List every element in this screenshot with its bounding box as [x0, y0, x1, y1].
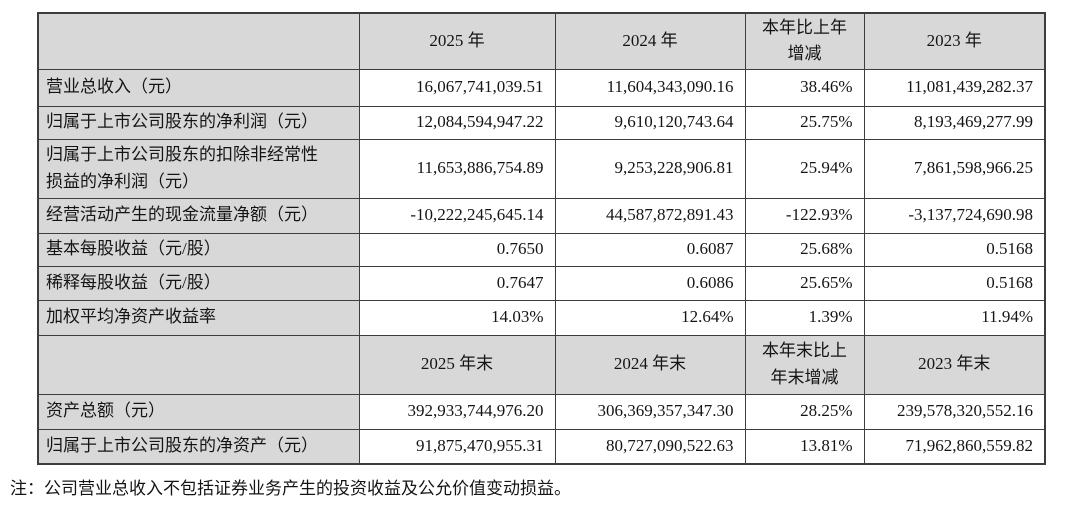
cell-value: 25.94% — [744, 138, 865, 199]
cell-value: 11,081,439,282.37 — [863, 68, 1046, 107]
cell-value: 392,933,744,976.20 — [358, 393, 556, 430]
cell-value: 12.64% — [554, 299, 746, 336]
cell-value: 28.25% — [744, 393, 865, 430]
cell-value: 25.68% — [744, 232, 865, 267]
cell-value: 11.94% — [863, 299, 1046, 336]
cell-value: 1.39% — [744, 299, 865, 336]
table-row-basic-eps: 基本每股收益（元/股） 0.7650 0.6087 25.68% 0.5168 — [37, 232, 1046, 267]
row-label: 资产总额（元） — [37, 393, 360, 430]
row-label: 加权平均净资产收益率 — [37, 299, 360, 336]
cell-value: 12,084,594,947.22 — [358, 105, 556, 140]
cell-value: 11,653,886,754.89 — [358, 138, 556, 199]
cell-value: 71,962,860,559.82 — [863, 428, 1046, 465]
table-row-operating-cash-flow: 经营活动产生的现金流量净额（元） -10,222,245,645.14 44,5… — [37, 197, 1046, 234]
cell-value: 80,727,090,522.63 — [554, 428, 746, 465]
footnote: 注：公司营业总收入不包括证券业务产生的投资收益及公允价值变动损益。 — [10, 479, 571, 498]
column-header-end-change: 本年末比上年末增减 — [744, 334, 865, 395]
cell-value: 14.03% — [358, 299, 556, 336]
table-row-net-profit-excl-nonrecurring: 归属于上市公司股东的扣除非经常性损益的净利润（元） 11,653,886,754… — [37, 138, 1046, 199]
cell-value: 44,587,872,891.43 — [554, 197, 746, 234]
column-header-2024: 2024 年 — [554, 12, 746, 70]
cell-value: 91,875,470,955.31 — [358, 428, 556, 465]
cell-value: 9,610,120,743.64 — [554, 105, 746, 140]
corner-cell — [37, 334, 360, 395]
financial-summary-table: 2025 年 2024 年 本年比上年增减 2023 年 营业总收入（元） 16… — [37, 12, 1046, 465]
table-row-weighted-avg-roe: 加权平均净资产收益率 14.03% 12.64% 1.39% 11.94% — [37, 299, 1046, 336]
column-header-2024-end: 2024 年末 — [554, 334, 746, 395]
cell-value: 7,861,598,966.25 — [863, 138, 1046, 199]
cell-value: 0.6087 — [554, 232, 746, 267]
table-row-total-revenue: 营业总收入（元） 16,067,741,039.51 11,604,343,09… — [37, 68, 1046, 107]
row-label: 基本每股收益（元/股） — [37, 232, 360, 267]
row-label: 营业总收入（元） — [37, 68, 360, 107]
column-header-yoy-change: 本年比上年增减 — [744, 12, 865, 70]
cell-value: 16,067,741,039.51 — [358, 68, 556, 107]
column-header-2025-end: 2025 年末 — [358, 334, 556, 395]
cell-value: 239,578,320,552.16 — [863, 393, 1046, 430]
column-header-2025: 2025 年 — [358, 12, 556, 70]
cell-value: 11,604,343,090.16 — [554, 68, 746, 107]
cell-value: 0.6086 — [554, 265, 746, 301]
column-header-2023-end: 2023 年末 — [863, 334, 1046, 395]
row-label: 归属于上市公司股东的扣除非经常性损益的净利润（元） — [37, 138, 360, 199]
cell-value: 0.7647 — [358, 265, 556, 301]
row-label: 归属于上市公司股东的净资产（元） — [37, 428, 360, 465]
row-label: 稀释每股收益（元/股） — [37, 265, 360, 301]
table-header-row-annual: 2025 年 2024 年 本年比上年增减 2023 年 — [37, 12, 1046, 70]
cell-value: 38.46% — [744, 68, 865, 107]
cell-value: -122.93% — [744, 197, 865, 234]
cell-value: 306,369,357,347.30 — [554, 393, 746, 430]
table-row-total-assets: 资产总额（元） 392,933,744,976.20 306,369,357,3… — [37, 393, 1046, 430]
cell-value: 9,253,228,906.81 — [554, 138, 746, 199]
table-row-net-assets: 归属于上市公司股东的净资产（元） 91,875,470,955.31 80,72… — [37, 428, 1046, 465]
cell-value: 8,193,469,277.99 — [863, 105, 1046, 140]
cell-value: 0.5168 — [863, 232, 1046, 267]
row-label: 经营活动产生的现金流量净额（元） — [37, 197, 360, 234]
cell-value: 25.75% — [744, 105, 865, 140]
cell-value: 13.81% — [744, 428, 865, 465]
row-label: 归属于上市公司股东的净利润（元） — [37, 105, 360, 140]
cell-value: 0.7650 — [358, 232, 556, 267]
cell-value: -10,222,245,645.14 — [358, 197, 556, 234]
cell-value: 25.65% — [744, 265, 865, 301]
table-row-diluted-eps: 稀释每股收益（元/股） 0.7647 0.6086 25.65% 0.5168 — [37, 265, 1046, 301]
cell-value: 0.5168 — [863, 265, 1046, 301]
financial-summary-table-wrap: 2025 年 2024 年 本年比上年增减 2023 年 营业总收入（元） 16… — [37, 12, 1046, 465]
cell-value: -3,137,724,690.98 — [863, 197, 1046, 234]
table-row-net-profit: 归属于上市公司股东的净利润（元） 12,084,594,947.22 9,610… — [37, 105, 1046, 140]
table-header-row-period-end: 2025 年末 2024 年末 本年末比上年末增减 2023 年末 — [37, 334, 1046, 395]
column-header-2023: 2023 年 — [863, 12, 1046, 70]
corner-cell — [37, 12, 360, 70]
